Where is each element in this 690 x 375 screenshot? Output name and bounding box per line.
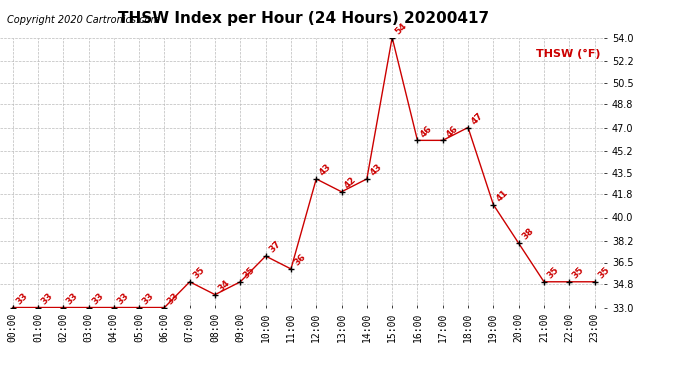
Text: 36: 36: [293, 252, 308, 267]
Text: THSW Index per Hour (24 Hours) 20200417: THSW Index per Hour (24 Hours) 20200417: [118, 11, 489, 26]
Text: 33: 33: [39, 291, 55, 306]
Text: 43: 43: [317, 162, 333, 177]
Text: 33: 33: [90, 291, 105, 306]
Text: Copyright 2020 Cartronics.com: Copyright 2020 Cartronics.com: [7, 15, 160, 25]
Text: 35: 35: [191, 265, 206, 280]
Text: 35: 35: [596, 265, 611, 280]
Text: 35: 35: [241, 265, 257, 280]
Text: 46: 46: [419, 124, 434, 139]
Text: 43: 43: [368, 162, 384, 177]
Text: 41: 41: [495, 188, 510, 203]
Text: 42: 42: [343, 175, 358, 190]
Text: 37: 37: [267, 239, 282, 255]
Text: 46: 46: [444, 124, 460, 139]
Text: 33: 33: [65, 291, 80, 306]
Text: 33: 33: [14, 291, 29, 306]
Text: 38: 38: [520, 226, 535, 242]
Text: 35: 35: [571, 265, 586, 280]
Text: 33: 33: [141, 291, 156, 306]
Text: 33: 33: [115, 291, 130, 306]
Text: 33: 33: [166, 291, 181, 306]
Text: 34: 34: [217, 278, 232, 293]
Text: 54: 54: [393, 21, 409, 36]
Text: 47: 47: [469, 111, 485, 126]
Text: 35: 35: [545, 265, 560, 280]
Text: THSW (°F): THSW (°F): [536, 49, 600, 59]
